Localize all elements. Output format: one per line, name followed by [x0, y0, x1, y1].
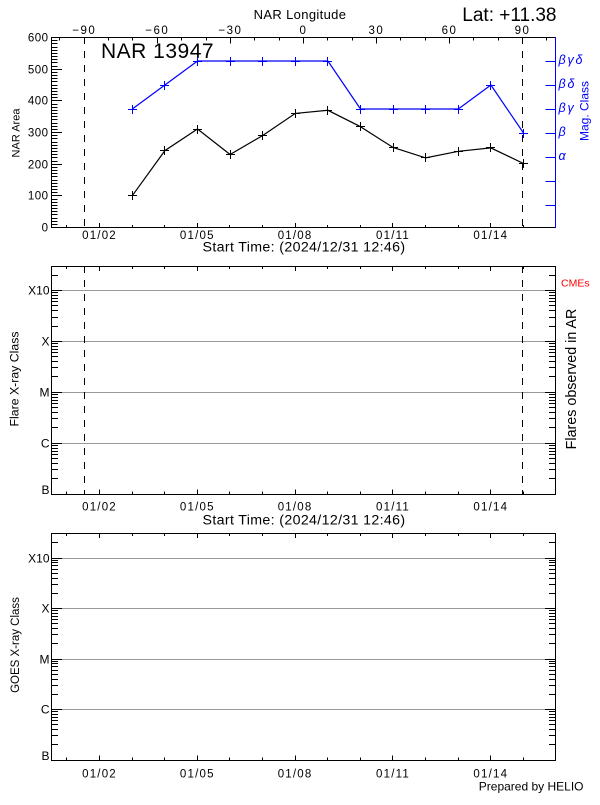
svg-text:α: α — [559, 149, 568, 163]
svg-text:01/02: 01/02 — [82, 769, 117, 781]
svg-text:−90: −90 — [72, 25, 96, 37]
svg-text:X: X — [41, 602, 49, 616]
svg-text:βδ: βδ — [558, 77, 577, 91]
svg-text:300: 300 — [28, 128, 49, 140]
svg-text:Flares observed in AR: Flares observed in AR — [564, 309, 580, 450]
svg-text:GOES X-ray Class: GOES X-ray Class — [10, 597, 22, 693]
svg-text:X10: X10 — [28, 552, 50, 566]
svg-text:C: C — [41, 437, 50, 451]
svg-text:Mag. Class: Mag. Class — [578, 81, 592, 141]
svg-text:X10: X10 — [28, 284, 50, 298]
svg-text:01/11: 01/11 — [376, 230, 410, 242]
svg-text:NAR 13947: NAR 13947 — [101, 40, 214, 63]
svg-text:500: 500 — [28, 65, 49, 77]
svg-text:01/05: 01/05 — [180, 230, 215, 242]
svg-text:01/08: 01/08 — [278, 502, 313, 514]
svg-text:60: 60 — [442, 25, 458, 37]
svg-text:−30: −30 — [218, 25, 242, 37]
svg-text:Lat: +11.38: Lat: +11.38 — [462, 5, 556, 26]
svg-text:X: X — [41, 335, 49, 349]
svg-text:01/08: 01/08 — [278, 769, 313, 781]
svg-text:Start Time: (2024/12/31 12:46): Start Time: (2024/12/31 12:46) — [203, 240, 406, 256]
svg-text:01/02: 01/02 — [82, 502, 117, 514]
svg-text:β: β — [558, 125, 568, 139]
svg-text:01/14: 01/14 — [473, 230, 508, 242]
svg-text:01/11: 01/11 — [376, 769, 410, 781]
svg-text:C: C — [41, 703, 50, 717]
svg-text:01/05: 01/05 — [180, 769, 215, 781]
svg-text:0: 0 — [299, 25, 307, 37]
svg-text:βγδ: βγδ — [558, 53, 585, 67]
svg-text:CMEs: CMEs — [561, 277, 590, 289]
svg-text:Prepared by HELIO: Prepared by HELIO — [479, 780, 584, 794]
svg-text:01/14: 01/14 — [473, 502, 508, 514]
svg-text:0: 0 — [42, 223, 49, 235]
svg-text:01/11: 01/11 — [376, 502, 410, 514]
svg-text:90: 90 — [515, 25, 531, 37]
svg-text:01/08: 01/08 — [278, 230, 313, 242]
svg-text:Flare X-ray Class: Flare X-ray Class — [8, 332, 22, 427]
svg-text:B: B — [41, 749, 49, 763]
svg-text:01/14: 01/14 — [473, 769, 508, 781]
svg-text:M: M — [40, 386, 50, 400]
svg-text:600: 600 — [28, 33, 49, 45]
svg-text:βγ: βγ — [558, 101, 576, 115]
svg-text:400: 400 — [28, 96, 49, 108]
svg-text:B: B — [41, 483, 49, 497]
svg-text:Start Time: (2024/12/31 12:46): Start Time: (2024/12/31 12:46) — [203, 513, 406, 529]
svg-text:NAR Area: NAR Area — [11, 108, 23, 158]
svg-text:30: 30 — [369, 25, 385, 37]
svg-text:200: 200 — [28, 160, 49, 172]
svg-text:−60: −60 — [145, 25, 169, 37]
svg-text:01/02: 01/02 — [82, 230, 117, 242]
svg-text:M: M — [40, 653, 50, 667]
svg-text:01/05: 01/05 — [180, 502, 215, 514]
svg-text:NAR Longitude: NAR Longitude — [254, 7, 347, 22]
svg-text:100: 100 — [28, 191, 49, 203]
